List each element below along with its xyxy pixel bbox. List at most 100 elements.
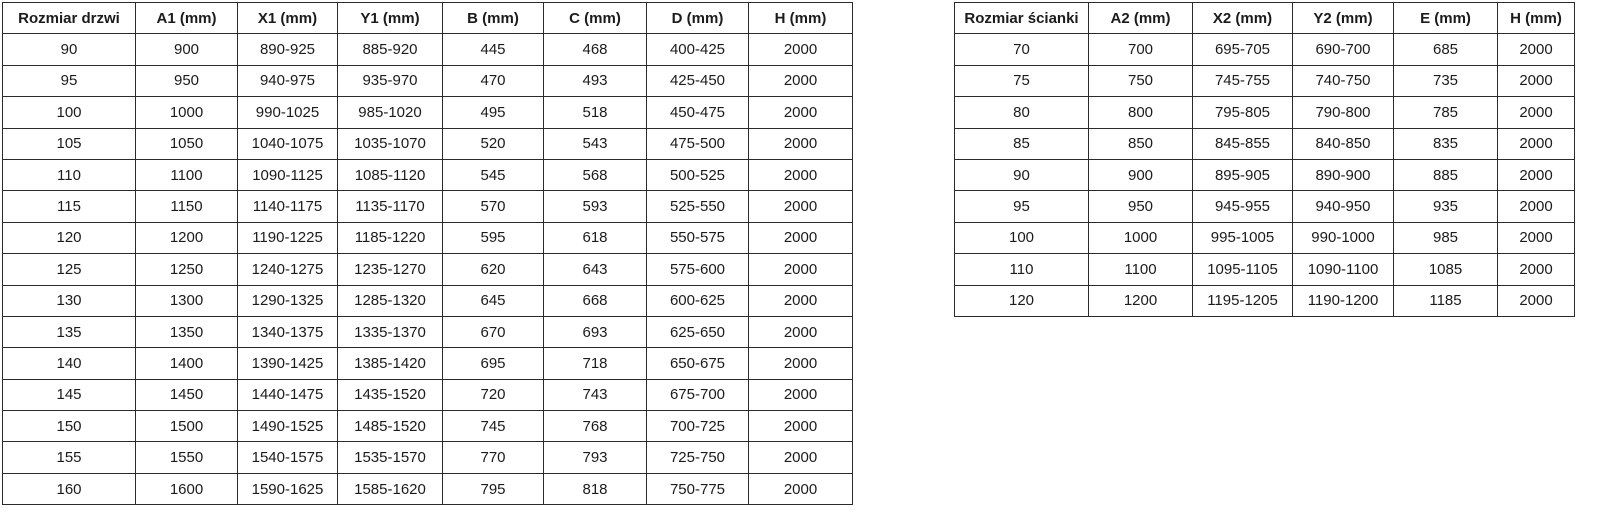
table-cell: 2000 xyxy=(748,64,853,98)
table-cell: 135 xyxy=(2,315,136,349)
table-cell: 745-755 xyxy=(1192,64,1293,98)
table-cell: 1350 xyxy=(135,315,238,349)
table-cell: 885 xyxy=(1393,158,1498,192)
table-cell: 2000 xyxy=(748,441,853,474)
table-cell: 1385-1420 xyxy=(337,347,443,380)
table-cell: 2000 xyxy=(748,315,853,349)
table-cell: 685 xyxy=(1393,33,1498,66)
table-cell: 693 xyxy=(543,315,647,349)
table-cell: 1190-1200 xyxy=(1292,284,1394,317)
column-header: H (mm) xyxy=(748,1,853,35)
table-row: 130 1300 1290-1325 1285-1320 645 668 600-625 20… xyxy=(2,284,853,317)
column-header: Y1 (mm) xyxy=(337,1,443,35)
table-cell: 675-700 xyxy=(646,378,749,412)
table-row: 135 1350 1340-1375 1335-1370 670 693 625-650 20… xyxy=(2,315,853,349)
table-cell: 400-425 xyxy=(646,33,749,66)
table-cell: 115 xyxy=(2,190,136,223)
table-cell: 1200 xyxy=(135,221,238,255)
table-cell: 100 xyxy=(2,96,136,129)
table-cell: 770 xyxy=(442,441,544,474)
table-cell: 1285-1320 xyxy=(337,284,443,317)
table-cell: 1185-1220 xyxy=(337,221,443,255)
table-cell: 1240-1275 xyxy=(237,253,338,286)
column-header: A1 (mm) xyxy=(135,1,238,35)
table-cell: 940-950 xyxy=(1292,190,1394,223)
table-cell: 595 xyxy=(442,221,544,255)
table-cell: 140 xyxy=(2,347,136,380)
table-cell: 1440-1475 xyxy=(237,378,338,412)
table-cell: 593 xyxy=(543,190,647,223)
table-cell: 450-475 xyxy=(646,96,749,129)
table-cell: 1085 xyxy=(1393,253,1498,286)
table-cell: 1435-1520 xyxy=(337,378,443,412)
table-cell: 935 xyxy=(1393,190,1498,223)
header-row: Rozmiar ścianki A2 (mm) X2 (mm) Y2 (mm) E (m… xyxy=(954,1,1575,35)
table-cell: 793 xyxy=(543,441,647,474)
table-cell: 700-725 xyxy=(646,410,749,443)
table-cell: 985 xyxy=(1393,221,1498,255)
table-cell: 2000 xyxy=(1497,127,1575,160)
table-cell: 885-920 xyxy=(337,33,443,66)
table-cell: 1290-1325 xyxy=(237,284,338,317)
column-header: Rozmiar drzwi xyxy=(2,1,136,35)
table-cell: 1200 xyxy=(1088,284,1193,317)
table-cell: 1195-1205 xyxy=(1192,284,1293,317)
table-cell: 1400 xyxy=(135,347,238,380)
table-cell: 155 xyxy=(2,441,136,474)
table-cell: 470 xyxy=(442,64,544,98)
table-cell: 90 xyxy=(954,158,1089,192)
table-cell: 445 xyxy=(442,33,544,66)
column-header: A2 (mm) xyxy=(1088,1,1193,35)
table-cell: 160 xyxy=(2,472,136,506)
table-cell: 145 xyxy=(2,378,136,412)
table-cell: 550-575 xyxy=(646,221,749,255)
table-cell: 900 xyxy=(135,33,238,66)
table-cell: 545 xyxy=(442,158,544,192)
table-cell: 620 xyxy=(442,253,544,286)
table-cell: 1090-1100 xyxy=(1292,253,1394,286)
table-cell: 110 xyxy=(954,253,1089,286)
table-cell: 1450 xyxy=(135,378,238,412)
table-cell: 1585-1620 xyxy=(337,472,443,506)
table-cell: 1190-1225 xyxy=(237,221,338,255)
table-cell: 985-1020 xyxy=(337,96,443,129)
table-cell: 130 xyxy=(2,284,136,317)
table-cell: 768 xyxy=(543,410,647,443)
table-cell: 100 xyxy=(954,221,1089,255)
table-cell: 690-700 xyxy=(1292,33,1394,66)
table-cell: 720 xyxy=(442,378,544,412)
table-cell: 70 xyxy=(954,33,1089,66)
table-cell: 95 xyxy=(954,190,1089,223)
table-cell: 743 xyxy=(543,378,647,412)
table-cell: 2000 xyxy=(748,158,853,192)
table-cell: 105 xyxy=(2,127,136,160)
table-cell: 500-525 xyxy=(646,158,749,192)
table-cell: 570 xyxy=(442,190,544,223)
table-cell: 890-900 xyxy=(1292,158,1394,192)
table-row: 110 1100 1095-1105 1090-1100 1085 2000 xyxy=(954,253,1575,286)
table-cell: 935-970 xyxy=(337,64,443,98)
table-cell: 850 xyxy=(1088,127,1193,160)
table-cell: 2000 xyxy=(1497,33,1575,66)
table-cell: 2000 xyxy=(748,347,853,380)
table-cell: 1235-1270 xyxy=(337,253,443,286)
table-cell: 1390-1425 xyxy=(237,347,338,380)
table-cell: 80 xyxy=(954,96,1089,129)
table-cell: 2000 xyxy=(1497,284,1575,317)
table-cell: 475-500 xyxy=(646,127,749,160)
table-cell: 120 xyxy=(954,284,1089,317)
column-header: D (mm) xyxy=(646,1,749,35)
table-row: 115 1150 1140-1175 1135-1170 570 593 525-550 20… xyxy=(2,190,853,223)
header-row: Rozmiar drzwi A1 (mm) X1 (mm) Y1 (mm) B (mm)… xyxy=(2,1,853,35)
table-cell: 618 xyxy=(543,221,647,255)
table-row: 90 900 890-925 885-920 445 468 400-425 2000 xyxy=(2,33,853,66)
table-cell: 125 xyxy=(2,253,136,286)
table-row: 75 750 745-755 740-750 735 2000 xyxy=(954,64,1575,98)
table-cell: 568 xyxy=(543,158,647,192)
table-cell: 90 xyxy=(2,33,136,66)
table-row: 150 1500 1490-1525 1485-1520 745 768 700-725 20… xyxy=(2,410,853,443)
table-cell: 735 xyxy=(1393,64,1498,98)
table-cell: 543 xyxy=(543,127,647,160)
table-row: 105 1050 1040-1075 1035-1070 520 543 475-500 20… xyxy=(2,127,853,160)
column-header: C (mm) xyxy=(543,1,647,35)
